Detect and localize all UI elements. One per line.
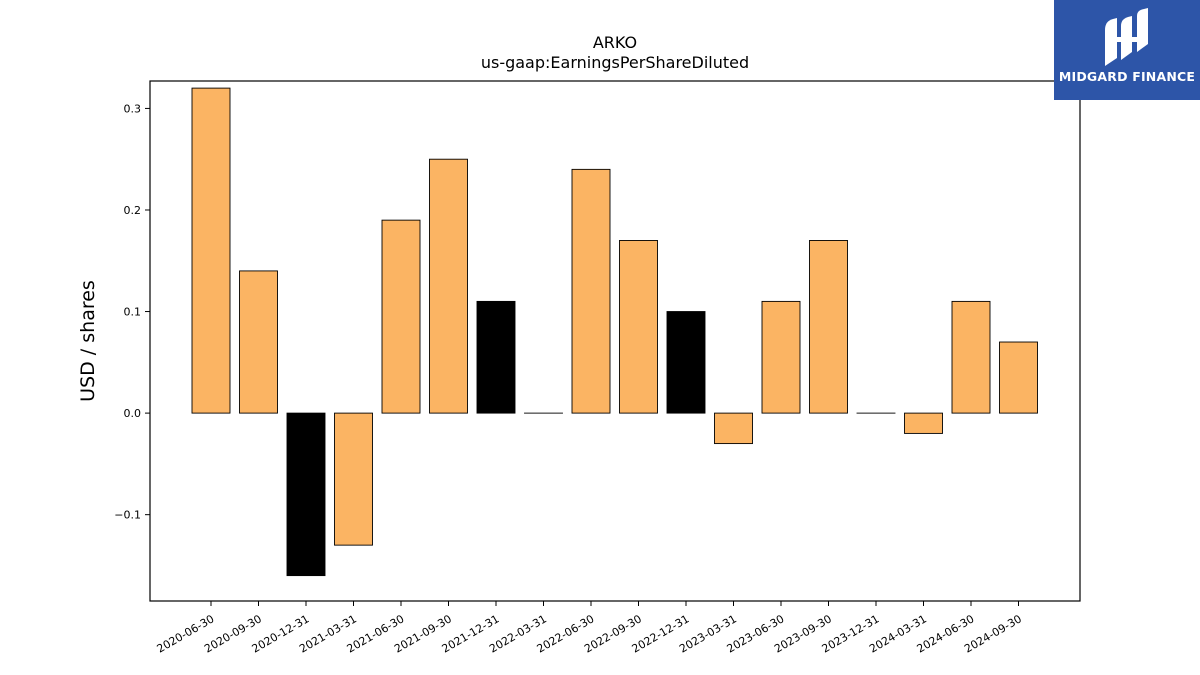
bar-2023-06-30	[761, 300, 801, 414]
midgard-finance-logo: MIDGARD FINANCE	[1054, 0, 1200, 100]
bar-2022-12-31	[666, 311, 706, 414]
bar-2021-09-30	[429, 158, 468, 414]
y-tick-label: −0.1	[114, 509, 141, 522]
y-tick-label: 0.1	[124, 306, 142, 319]
midgard-logo-icon	[1105, 8, 1148, 66]
bar-2020-12-31	[286, 412, 326, 577]
y-tick-label: 0.2	[124, 204, 142, 217]
chart-subtitle: us-gaap:EarningsPerShareDiluted	[481, 53, 749, 72]
bar-2023-09-30	[809, 240, 848, 414]
bar-2024-03-31	[904, 412, 943, 434]
y-axis-label: USD / shares	[77, 280, 99, 402]
bar-2020-09-30	[239, 270, 278, 414]
bar-2024-06-30	[951, 300, 991, 414]
plot-frame	[149, 80, 1081, 602]
y-tick-label: 0.0	[124, 407, 142, 420]
bar-2021-06-30	[381, 219, 421, 414]
logo-text: MIDGARD FINANCE	[1058, 69, 1196, 84]
bar-2020-06-30	[191, 87, 231, 414]
chart-title: ARKO	[593, 33, 637, 52]
bar-2022-09-30	[619, 240, 658, 414]
y-tick-label: 0.3	[124, 102, 142, 115]
bar-2024-09-30	[999, 341, 1038, 414]
bar-2023-03-31	[714, 412, 753, 445]
bar-2022-06-30	[571, 168, 611, 414]
bar-2021-03-31	[334, 412, 373, 546]
bar-2021-12-31	[476, 300, 516, 414]
